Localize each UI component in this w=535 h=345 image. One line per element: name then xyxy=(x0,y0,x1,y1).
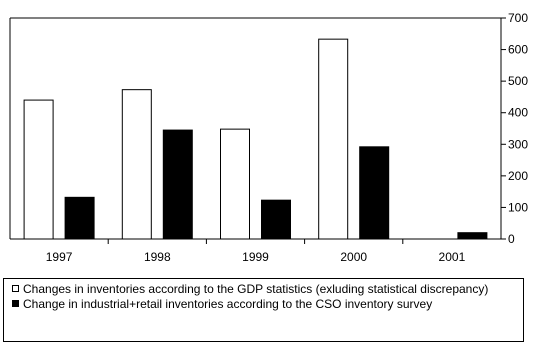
bar-gdp xyxy=(23,99,54,240)
x-tick-label: 1998 xyxy=(144,250,171,264)
bar-cso xyxy=(457,232,488,240)
y-tick-label: 700 xyxy=(508,11,528,25)
legend-swatch-black xyxy=(12,300,19,307)
bar-gdp xyxy=(220,128,250,240)
y-tick-label: 400 xyxy=(508,106,528,120)
bar-gdp xyxy=(318,38,349,240)
chart-plot: 0 100 200 300 400 500 600 700 1997 1998 1999 2000 20… xyxy=(9,11,528,264)
bar-cso xyxy=(64,196,95,240)
y-tick-label: 200 xyxy=(508,169,528,183)
y-tick-label: 300 xyxy=(508,137,528,151)
bar-gdp xyxy=(121,89,152,240)
x-tick-label: 2001 xyxy=(439,250,466,264)
legend-label-gdp: Changes in inventories according to the … xyxy=(23,282,489,296)
legend: Changes in inventories according to the … xyxy=(3,278,524,342)
y-tick-label: 0 xyxy=(508,232,515,246)
legend-item-cso: Change in industrial+retail inventories … xyxy=(12,297,517,311)
bar-cso xyxy=(359,146,390,240)
x-tick-label: 2000 xyxy=(340,250,367,264)
y-tick-label: 600 xyxy=(508,43,528,57)
legend-item-gdp: Changes in inventories according to the … xyxy=(12,282,517,296)
x-tick-label: 1999 xyxy=(242,250,269,264)
legend-swatch-white xyxy=(12,285,19,292)
legend-label-cso: Change in industrial+retail inventories … xyxy=(23,297,433,311)
bar-cso xyxy=(261,199,291,240)
y-tick-label: 500 xyxy=(508,74,528,88)
x-tick-label: 1997 xyxy=(46,250,73,264)
bar-cso xyxy=(162,129,193,240)
y-tick-label: 100 xyxy=(508,200,528,214)
